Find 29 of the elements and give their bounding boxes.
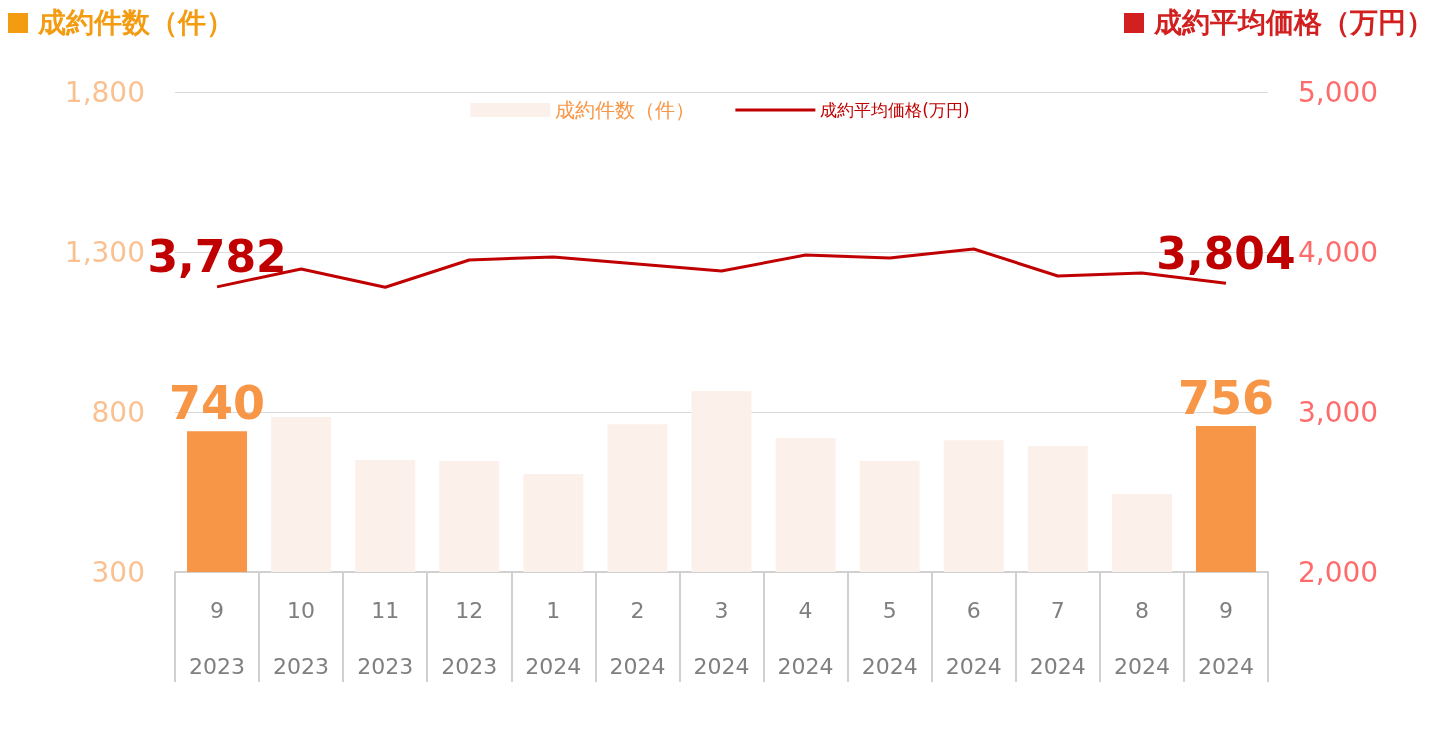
category-label: 11 2023 — [357, 597, 414, 679]
y-axis-title: 成約件数（件） — [38, 5, 234, 41]
category-label: 4 2024 — [777, 597, 834, 679]
data-label: 3,804 — [1156, 227, 1296, 279]
y2-tick-label: 2,000 — [1298, 555, 1379, 589]
category-label: 1 2024 — [525, 597, 582, 679]
category-label: 10 2023 — [273, 597, 330, 679]
y-tick-label: 1,800 — [64, 75, 145, 109]
y-tick-label: 800 — [91, 395, 145, 429]
category-label: 9 2024 — [1197, 597, 1254, 679]
y2-tick-label: 4,000 — [1298, 235, 1379, 269]
category-label: 6 2024 — [945, 597, 1002, 679]
data-label: 756 — [1177, 371, 1274, 426]
category-label: 2 2024 — [609, 597, 666, 679]
category-label: 3 2024 — [693, 597, 750, 679]
y-tick-label: 300 — [91, 555, 145, 589]
category-label: 5 2024 — [861, 597, 918, 679]
data-label: 3,782 — [147, 231, 287, 283]
category-label: 12 2023 — [441, 597, 498, 679]
y-tick-label: 1,300 — [64, 235, 145, 269]
category-label: 7 2024 — [1029, 597, 1086, 679]
data-label: 740 — [169, 376, 266, 431]
legend-label: 成約件数（件） — [555, 98, 696, 122]
category-label: 9 2023 — [189, 597, 246, 679]
y2-tick-label: 5,000 — [1298, 75, 1379, 109]
y2-tick-label: 3,000 — [1298, 395, 1379, 429]
legend-label: 成約平均価格(万円) — [820, 100, 970, 120]
category-label: 8 2024 — [1113, 597, 1170, 679]
y2-axis-title: 成約平均価格（万円） — [1154, 5, 1434, 41]
